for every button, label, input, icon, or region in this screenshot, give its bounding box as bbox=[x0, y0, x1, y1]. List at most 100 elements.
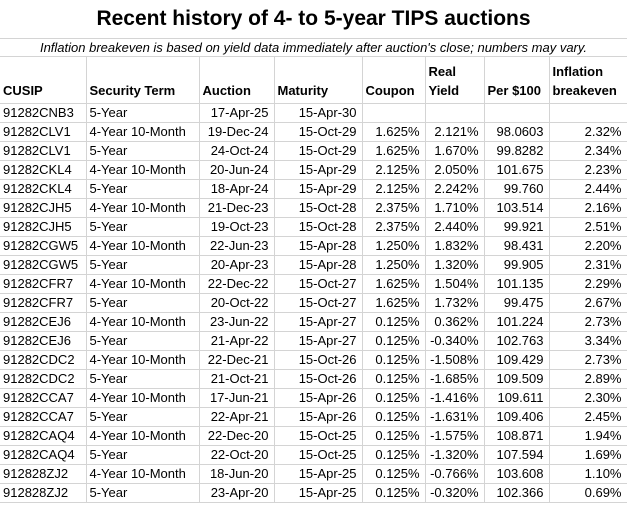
cell-cusip: 912828ZJ2 bbox=[0, 464, 87, 484]
cell-maturity: 15-Apr-25 bbox=[274, 464, 363, 484]
column-header-coupon: Coupon bbox=[362, 57, 426, 104]
cell-coupon: 1.250% bbox=[362, 236, 426, 256]
cell-coupon: 2.375% bbox=[362, 217, 426, 237]
cell-maturity: 15-Apr-26 bbox=[274, 407, 363, 427]
cell-inflation-breakeven: 2.73% bbox=[549, 312, 627, 332]
cell-maturity: 15-Oct-25 bbox=[274, 445, 363, 465]
cell-maturity: 15-Oct-28 bbox=[274, 217, 363, 237]
column-header-cusip: CUSIP bbox=[0, 57, 87, 104]
table-row: 91282CCA7 5-Year 22-Apr-21 15-Apr-26 0.125% -… bbox=[0, 407, 627, 427]
cell-real-yield: 1.710% bbox=[425, 198, 485, 218]
cell-inflation-breakeven bbox=[549, 103, 627, 123]
cell-cusip: 91282CCA7 bbox=[0, 407, 87, 427]
cell-real-yield: 1.320% bbox=[425, 255, 485, 275]
table-row: 91282CNB3 5-Year 17-Apr-25 15-Apr-30 bbox=[0, 103, 627, 123]
cell-auction: 20-Oct-22 bbox=[199, 293, 275, 313]
cell-auction: 20-Apr-23 bbox=[199, 255, 275, 275]
cell-auction: 22-Jun-23 bbox=[199, 236, 275, 256]
cell-cusip: 91282CGW5 bbox=[0, 255, 87, 275]
cell-security-term: 5-Year bbox=[86, 141, 200, 161]
cell-inflation-breakeven: 2.34% bbox=[549, 141, 627, 161]
cell-inflation-breakeven: 2.20% bbox=[549, 236, 627, 256]
cell-per-100: 109.406 bbox=[484, 407, 550, 427]
cell-per-100: 99.8282 bbox=[484, 141, 550, 161]
table-body: 91282CNB3 5-Year 17-Apr-25 15-Apr-30 91282CL… bbox=[0, 103, 627, 503]
cell-per-100: 99.760 bbox=[484, 179, 550, 199]
table-row: 91282CAQ4 5-Year 22-Oct-20 15-Oct-25 0.125% -… bbox=[0, 445, 627, 465]
cell-real-yield: 1.670% bbox=[425, 141, 485, 161]
cell-per-100: 109.509 bbox=[484, 369, 550, 389]
cell-auction: 24-Oct-24 bbox=[199, 141, 275, 161]
cell-maturity: 15-Apr-27 bbox=[274, 331, 363, 351]
cell-real-yield: -0.320% bbox=[425, 483, 485, 503]
cell-security-term: 5-Year bbox=[86, 331, 200, 351]
cell-cusip: 91282CAQ4 bbox=[0, 445, 87, 465]
cell-coupon: 1.625% bbox=[362, 141, 426, 161]
cell-auction: 19-Dec-24 bbox=[199, 122, 275, 142]
cell-real-yield: -1.685% bbox=[425, 369, 485, 389]
cell-per-100: 99.475 bbox=[484, 293, 550, 313]
cell-cusip: 91282CCA7 bbox=[0, 388, 87, 408]
table-row: 91282CKL4 5-Year 18-Apr-24 15-Apr-29 2.125% 2… bbox=[0, 179, 627, 199]
cell-real-yield: -1.320% bbox=[425, 445, 485, 465]
cell-security-term: 4-Year 10-Month bbox=[86, 350, 200, 370]
cell-inflation-breakeven: 2.89% bbox=[549, 369, 627, 389]
cell-coupon: 0.125% bbox=[362, 445, 426, 465]
cell-inflation-breakeven: 3.34% bbox=[549, 331, 627, 351]
cell-coupon: 0.125% bbox=[362, 426, 426, 446]
cell-auction: 19-Oct-23 bbox=[199, 217, 275, 237]
cell-cusip: 91282CEJ6 bbox=[0, 331, 87, 351]
cell-maturity: 15-Apr-28 bbox=[274, 236, 363, 256]
cell-real-yield bbox=[425, 103, 485, 123]
cell-per-100: 101.224 bbox=[484, 312, 550, 332]
cell-per-100: 102.366 bbox=[484, 483, 550, 503]
cell-auction: 22-Dec-20 bbox=[199, 426, 275, 446]
cell-inflation-breakeven: 1.94% bbox=[549, 426, 627, 446]
cell-per-100 bbox=[484, 103, 550, 123]
cell-security-term: 4-Year 10-Month bbox=[86, 464, 200, 484]
cell-auction: 21-Oct-21 bbox=[199, 369, 275, 389]
cell-maturity: 15-Apr-28 bbox=[274, 255, 363, 275]
cell-real-yield: 2.121% bbox=[425, 122, 485, 142]
cell-per-100: 103.608 bbox=[484, 464, 550, 484]
table-row: 91282CDC2 4-Year 10-Month 22-Dec-21 15-Oct-… bbox=[0, 350, 627, 370]
table-row: 91282CLV1 5-Year 24-Oct-24 15-Oct-29 1.625% 1… bbox=[0, 141, 627, 161]
cell-maturity: 15-Oct-25 bbox=[274, 426, 363, 446]
cell-per-100: 99.921 bbox=[484, 217, 550, 237]
cell-real-yield: 1.732% bbox=[425, 293, 485, 313]
cell-real-yield: -0.766% bbox=[425, 464, 485, 484]
cell-security-term: 5-Year bbox=[86, 445, 200, 465]
cell-per-100: 109.611 bbox=[484, 388, 550, 408]
cell-per-100: 109.429 bbox=[484, 350, 550, 370]
cell-cusip: 91282CGW5 bbox=[0, 236, 87, 256]
table-row: 91282CGW5 4-Year 10-Month 22-Jun-23 15-Apr-… bbox=[0, 236, 627, 256]
cell-maturity: 15-Oct-26 bbox=[274, 350, 363, 370]
cell-security-term: 5-Year bbox=[86, 407, 200, 427]
header-row: CUSIP Security Term Auction Maturity Cou… bbox=[0, 57, 627, 104]
cell-cusip: 91282CKL4 bbox=[0, 160, 87, 180]
cell-per-100: 102.763 bbox=[484, 331, 550, 351]
table-row: 91282CFR7 5-Year 20-Oct-22 15-Oct-27 1.625% 1… bbox=[0, 293, 627, 313]
cell-real-yield: 2.440% bbox=[425, 217, 485, 237]
cell-inflation-breakeven: 2.31% bbox=[549, 255, 627, 275]
cell-inflation-breakeven: 2.30% bbox=[549, 388, 627, 408]
cell-maturity: 15-Apr-25 bbox=[274, 483, 363, 503]
cell-security-term: 4-Year 10-Month bbox=[86, 388, 200, 408]
cell-real-yield: 2.242% bbox=[425, 179, 485, 199]
cell-real-yield: -1.575% bbox=[425, 426, 485, 446]
cell-maturity: 15-Apr-30 bbox=[274, 103, 363, 123]
table-row: 912828ZJ2 5-Year 23-Apr-20 15-Apr-25 0.125% -… bbox=[0, 483, 627, 503]
column-header-auction: Auction bbox=[199, 57, 275, 104]
cell-per-100: 99.905 bbox=[484, 255, 550, 275]
cell-real-yield: -0.340% bbox=[425, 331, 485, 351]
cell-inflation-breakeven: 2.23% bbox=[549, 160, 627, 180]
cell-per-100: 98.431 bbox=[484, 236, 550, 256]
cell-cusip: 91282CLV1 bbox=[0, 122, 87, 142]
cell-cusip: 91282CNB3 bbox=[0, 103, 87, 123]
column-header-inflation-breakeven: Inflation breakeven bbox=[549, 57, 627, 104]
cell-security-term: 5-Year bbox=[86, 483, 200, 503]
cell-auction: 20-Jun-24 bbox=[199, 160, 275, 180]
cell-coupon: 1.250% bbox=[362, 255, 426, 275]
cell-auction: 22-Dec-22 bbox=[199, 274, 275, 294]
cell-auction: 17-Apr-25 bbox=[199, 103, 275, 123]
